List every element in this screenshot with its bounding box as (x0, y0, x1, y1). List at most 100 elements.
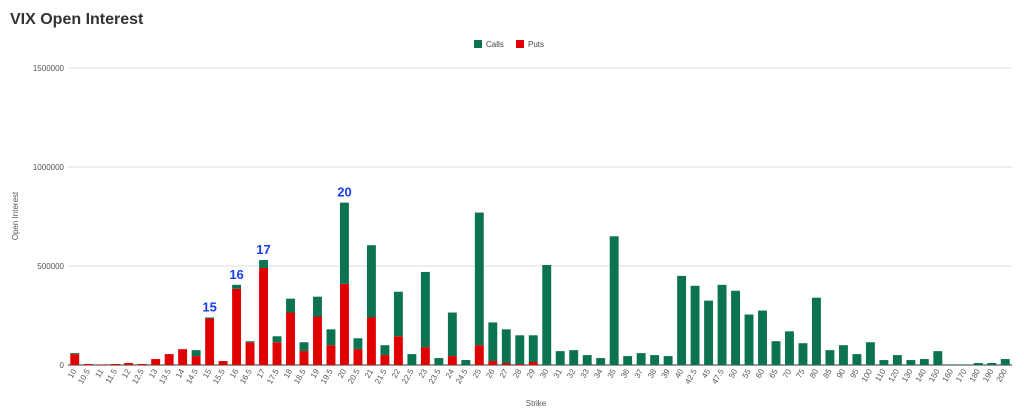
bar-calls-36 (623, 356, 633, 365)
x-tick-label: 36 (619, 367, 632, 380)
x-tick-label: 38 (646, 367, 659, 380)
x-tick-label: 20.5 (346, 367, 362, 385)
bar-calls-20 (340, 202, 349, 284)
bar-calls-38 (650, 355, 660, 365)
x-axis-title: Strike (526, 399, 547, 408)
bar-puts-13.5 (164, 354, 174, 365)
x-tick-label: 130 (900, 367, 915, 384)
x-tick-label: 21.5 (373, 367, 389, 385)
bar-puts-21 (366, 317, 376, 365)
x-tick-label: 140 (914, 367, 929, 384)
bar-calls-18 (286, 298, 295, 313)
bar-calls-39 (663, 356, 673, 365)
x-tick-label: 30 (538, 367, 551, 380)
bar-calls-130 (906, 360, 916, 365)
legend-label-puts: Puts (528, 40, 544, 49)
bar-calls-47.5 (717, 284, 727, 365)
bar-puts-13 (151, 359, 161, 365)
bar-puts-19 (313, 316, 322, 365)
bar-calls-95 (852, 354, 862, 365)
x-tick-label: 42.5 (683, 367, 699, 385)
bar-calls-23.5 (434, 358, 444, 365)
x-tick-label: 190 (981, 367, 996, 384)
bar-calls-70 (785, 331, 794, 365)
bar-puts-23 (420, 347, 430, 365)
bar-puts-18 (286, 312, 295, 365)
x-tick-label: 22 (390, 367, 403, 380)
x-tick-label: 27 (498, 367, 511, 380)
bar-puts-11.5 (110, 364, 120, 365)
x-tick-label: 95 (848, 367, 861, 380)
y-axis: 0 500000 1000000 1500000 (33, 64, 65, 370)
annotation-label: 16 (229, 267, 243, 282)
bar-calls-16.5 (245, 341, 255, 343)
x-tick-label: 11 (93, 367, 105, 379)
bar-calls-22.5 (407, 354, 417, 365)
y-tick-label: 0 (60, 361, 65, 370)
x-tick-label: 39 (660, 367, 673, 380)
bar-calls-16 (232, 284, 242, 289)
x-tick-label: 100 (860, 367, 875, 384)
x-tick-label: 75 (794, 367, 807, 380)
x-tick-label: 32 (565, 367, 578, 380)
y-tick-label: 500000 (37, 262, 64, 271)
bar-puts-11 (97, 364, 107, 365)
bar-calls-120 (892, 355, 902, 365)
x-tick-label: 12 (120, 367, 133, 380)
x-tick-label: 13 (147, 367, 160, 380)
x-tick-label: 17 (255, 367, 268, 380)
x-tick-label: 65 (767, 367, 780, 380)
x-tick-label: 10.5 (76, 367, 92, 385)
bar-calls-23 (420, 271, 430, 348)
x-tick-label: 120 (887, 367, 902, 384)
bar-calls-80 (812, 297, 821, 365)
bar-puts-20.5 (353, 349, 363, 365)
x-tick-label: 110 (873, 367, 887, 383)
bar-puts-14.5 (191, 356, 201, 365)
bar-calls-150 (933, 351, 943, 365)
bar-puts-12 (124, 363, 134, 365)
y-tick-label: 1000000 (33, 163, 65, 172)
legend-swatch-calls (474, 40, 482, 48)
bar-puts-18.5 (299, 351, 309, 365)
annotations: 15 16 17 20 (202, 185, 351, 315)
bar-calls-100 (865, 342, 875, 365)
x-tick-label: 22.5 (400, 367, 416, 385)
bar-puts-19.5 (326, 345, 336, 365)
x-tick-label: 160 (941, 367, 956, 384)
bar-puts-10 (70, 354, 80, 365)
bar-puts-12.5 (137, 364, 147, 365)
bar-calls-190 (987, 363, 997, 365)
bar-puts-16 (232, 288, 242, 365)
bar-calls-15 (205, 317, 215, 319)
x-tick-label: 70 (781, 367, 794, 380)
bar-calls-22 (393, 291, 403, 337)
x-tick-label: 19.5 (319, 367, 335, 385)
x-tick-label: 33 (579, 367, 592, 380)
bar-calls-24.5 (461, 360, 471, 365)
bar-calls-75 (798, 343, 808, 365)
bar-puts-20 (340, 283, 349, 365)
x-tick-label: 10 (66, 367, 79, 380)
x-tick-label: 18.5 (292, 367, 308, 385)
bar-calls-180 (973, 363, 983, 365)
bar-puts-15 (205, 318, 215, 365)
bar-puts-29 (528, 362, 538, 365)
x-tick-label: 26 (484, 367, 497, 380)
x-tick-label: 23.5 (427, 367, 443, 385)
x-tick-label: 40 (673, 367, 686, 380)
x-tick-label: 80 (808, 367, 821, 380)
bar-calls-170 (960, 364, 970, 365)
bar-puts-10.5 (83, 364, 93, 365)
x-tick-label: 16.5 (238, 367, 254, 385)
bar-calls-35 (609, 236, 619, 365)
bar-calls-32 (569, 350, 579, 365)
bar-calls-50 (731, 290, 740, 365)
x-tick-label: 150 (927, 367, 942, 384)
x-tick-label: 31 (552, 367, 565, 380)
x-tick-label: 11.5 (104, 367, 120, 385)
x-tick-label: 14.5 (184, 367, 200, 385)
legend-label-calls: Calls (486, 40, 504, 49)
bar-calls-19 (313, 296, 322, 317)
